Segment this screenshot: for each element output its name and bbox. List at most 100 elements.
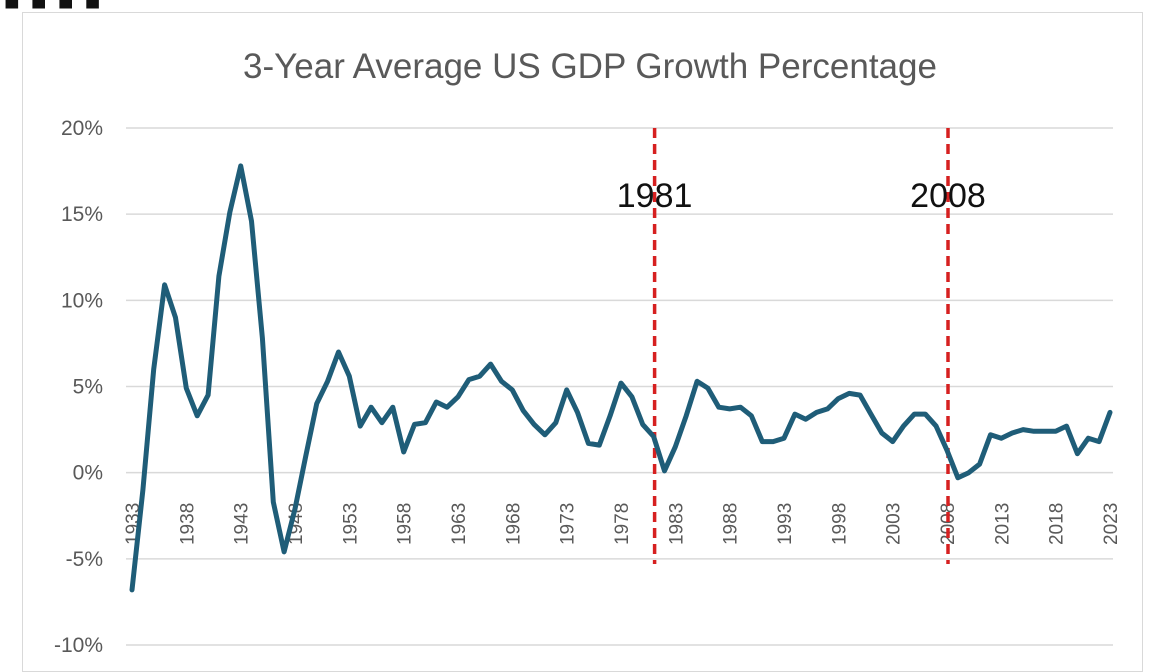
- data-point-1956: [379, 420, 384, 425]
- data-point-1992: [771, 439, 776, 444]
- data-point-1963: [456, 394, 461, 399]
- data-point-1994: [792, 412, 797, 417]
- data-point-1986: [705, 386, 710, 391]
- x-tick-label: 2013: [992, 503, 1013, 545]
- data-point-1944: [249, 219, 254, 224]
- x-tick-label: 2023: [1101, 503, 1122, 545]
- data-point-1946: [271, 500, 276, 505]
- data-point-1938: [184, 386, 189, 391]
- data-point-1978: [619, 381, 624, 386]
- y-tick-label: 0%: [73, 462, 103, 485]
- data-point-1991: [760, 439, 765, 444]
- data-point-1945: [260, 336, 265, 341]
- data-point-1955: [369, 405, 374, 410]
- data-point-1965: [477, 374, 482, 379]
- data-point-1952: [336, 350, 341, 355]
- x-tick-label: 1993: [775, 503, 796, 545]
- marker-label-1981: 1981: [617, 177, 693, 215]
- data-point-2007: [934, 424, 939, 429]
- data-point-1979: [629, 394, 634, 399]
- data-point-1954: [358, 424, 363, 429]
- data-point-2003: [890, 439, 895, 444]
- data-point-1989: [738, 405, 743, 410]
- data-point-1976: [597, 443, 602, 448]
- data-point-2005: [912, 412, 917, 417]
- data-point-1967: [499, 379, 504, 384]
- data-point-1958: [401, 450, 406, 455]
- x-tick-label: 1953: [340, 503, 361, 545]
- data-point-2013: [999, 436, 1004, 441]
- y-tick-label: 10%: [61, 289, 103, 312]
- data-point-1939: [195, 413, 200, 418]
- data-point-1935: [151, 367, 156, 372]
- data-point-2011: [977, 462, 982, 467]
- y-tick-label: -5%: [66, 548, 103, 571]
- data-point-1950: [314, 401, 319, 406]
- data-point-1974: [575, 410, 580, 415]
- data-point-1964: [466, 377, 471, 382]
- y-axis-ticks: 20% 15% 10% 5% 0% -5% -10%: [54, 117, 103, 657]
- data-point-1983: [673, 444, 678, 449]
- cropped-header-glyphs: ■ ■ ■ ■: [4, 0, 103, 12]
- data-point-1998: [836, 396, 841, 401]
- data-point-2012: [988, 432, 993, 437]
- x-tick-label: 1988: [721, 503, 742, 545]
- data-point-1993: [782, 436, 787, 441]
- data-point-1995: [803, 417, 808, 422]
- data-point-2021: [1086, 436, 1091, 441]
- data-point-1975: [586, 441, 591, 446]
- chart-frame: [22, 12, 1143, 672]
- data-point-1987: [716, 405, 721, 410]
- data-point-1962: [445, 405, 450, 410]
- data-point-1941: [216, 274, 221, 279]
- y-tick-label: -10%: [54, 634, 103, 657]
- data-point-2015: [1021, 427, 1026, 432]
- data-point-1943: [238, 163, 243, 168]
- data-point-1957: [390, 405, 395, 410]
- data-point-2014: [1010, 431, 1015, 436]
- data-point-1980: [640, 422, 645, 427]
- x-tick-label: 1978: [612, 503, 633, 545]
- data-point-2009: [955, 475, 960, 480]
- x-tick-label: 1973: [558, 503, 579, 545]
- data-point-1953: [347, 374, 352, 379]
- y-tick-label: 5%: [73, 376, 103, 399]
- x-tick-label: 1938: [177, 503, 198, 545]
- data-point-2018: [1053, 429, 1058, 434]
- data-point-1971: [542, 432, 547, 437]
- data-point-1961: [434, 400, 439, 405]
- data-point-1968: [510, 387, 515, 392]
- data-point-1948: [293, 506, 298, 511]
- data-point-2016: [1031, 429, 1036, 434]
- data-point-1996: [814, 410, 819, 415]
- data-point-2020: [1075, 451, 1080, 456]
- x-tick-label: 1998: [829, 503, 850, 545]
- data-point-2019: [1064, 424, 1069, 429]
- x-tick-label: 1983: [666, 503, 687, 545]
- cropped-header-text: ■ ■ ■ ■: [0, 0, 1165, 12]
- data-point-1997: [825, 406, 830, 411]
- data-point-1977: [608, 413, 613, 418]
- x-tick-label: 2008: [938, 503, 959, 545]
- x-tick-label: 1958: [395, 503, 416, 545]
- y-tick-label: 20%: [61, 117, 103, 140]
- data-point-2004: [901, 424, 906, 429]
- data-point-1947: [282, 549, 287, 554]
- data-point-1969: [521, 408, 526, 413]
- y-tick-label: 15%: [61, 203, 103, 226]
- x-tick-label: 1963: [449, 503, 470, 545]
- data-point-2022: [1097, 439, 1102, 444]
- data-point-1960: [423, 420, 428, 425]
- annotation-layer: 1981 2008: [617, 128, 986, 564]
- x-tick-label: 1968: [503, 503, 524, 545]
- series-layer: [129, 163, 1113, 593]
- data-point-2008: [945, 448, 950, 453]
- data-point-1990: [749, 413, 754, 418]
- x-tick-label: 2018: [1047, 503, 1068, 545]
- data-point-1934: [140, 487, 145, 492]
- data-point-1966: [488, 362, 493, 367]
- x-tick-label: 1948: [286, 503, 307, 545]
- marker-label-2008: 2008: [910, 177, 986, 215]
- data-point-1999: [847, 391, 852, 396]
- data-point-1936: [162, 282, 167, 287]
